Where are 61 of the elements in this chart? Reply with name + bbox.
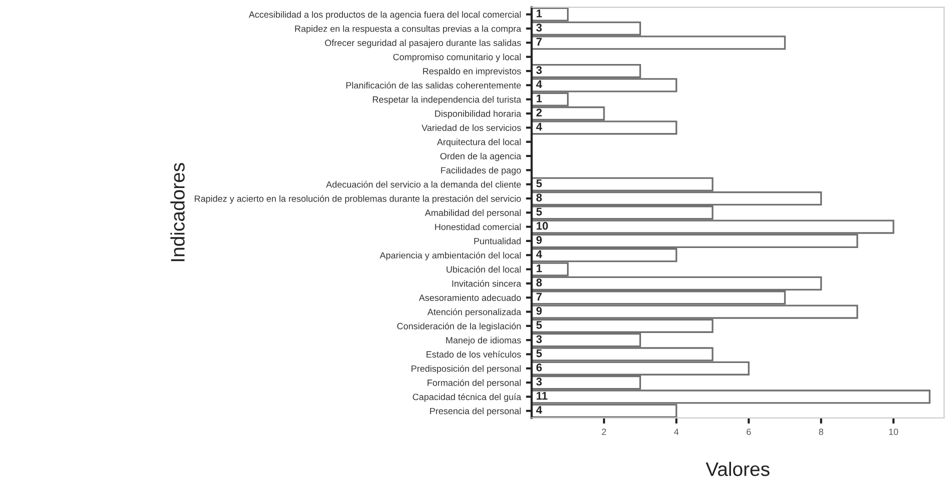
y-tick-label: Ofrecer seguridad al pasajero durante las salidas: [324, 39, 521, 48]
y-tick-label: Honestidad comercial: [435, 224, 521, 230]
data-label: 4: [536, 406, 542, 414]
y-tick-label: Ubicación del local: [446, 266, 521, 273]
data-label: 9: [536, 306, 542, 315]
data-label: 5: [536, 180, 542, 188]
y-tick-label: Respaldo en imprevistos: [423, 68, 521, 76]
y-tick-label: Manejo de idiomas: [446, 336, 521, 346]
data-label: 3: [536, 378, 542, 386]
data-label: 8: [536, 278, 542, 286]
x-tick-label: 6: [746, 428, 751, 436]
y-tick-label: Predisposición del personal: [412, 365, 521, 374]
data-label: 2: [536, 108, 542, 116]
y-tick-label: Apariencia y ambientación del local: [380, 252, 521, 260]
y-tick-label: Amabilidad del personal: [424, 209, 521, 218]
x-tick-label: 4: [674, 428, 679, 435]
data-label: 10: [536, 222, 548, 230]
data-label: 1: [536, 94, 542, 102]
y-axis-title: Indicadores: [170, 163, 185, 262]
data-label: 4: [536, 122, 542, 131]
data-label: 5: [536, 321, 542, 329]
x-tick-label: 8: [818, 428, 824, 436]
data-label: 5: [536, 349, 542, 358]
y-tick-label: Asesoramiento adecuado: [418, 294, 521, 301]
y-tick-label: Respetar la independencia del turista: [372, 96, 522, 104]
y-tick-label: Rapidez en la respuesta a consultas previas a la compra: [295, 25, 522, 34]
y-tick-label: Planificación de las salidas coherentemente: [346, 82, 521, 89]
y-tick-label: Adecuación del servicio a la demanda del cliente: [326, 180, 521, 188]
y-tick-label: Estado de los vehículos: [426, 350, 521, 358]
data-label: 1: [536, 10, 542, 18]
y-tick-label: Arquitectura del local: [436, 138, 521, 147]
data-label: 1: [536, 264, 542, 272]
data-label: 5: [536, 208, 542, 216]
data-label: 4: [536, 250, 542, 258]
y-tick-label: Capacidad técnica del guía: [412, 393, 522, 402]
y-tick-label: Atención personalizada: [427, 308, 522, 317]
x-axis-title: Valores: [706, 462, 770, 476]
data-label: 3: [536, 335, 542, 344]
x-tick-label: 2: [602, 428, 606, 435]
y-tick-label: Invitación sincera: [452, 280, 522, 287]
data-label: 7: [536, 38, 542, 46]
y-tick-label: Disponibilidad horaria: [435, 110, 522, 119]
y-tick-label: Puntualidad: [474, 238, 521, 244]
data-label: 11: [536, 392, 548, 400]
data-label: 7: [536, 292, 542, 300]
y-tick-label: Accesibilidad a los productos de la agencia fuera del local comercial: [248, 11, 521, 20]
data-label: 8: [536, 194, 542, 202]
y-tick-label: Presencia del personal: [430, 408, 521, 416]
data-label: 3: [536, 24, 542, 32]
data-label: 9: [536, 236, 542, 244]
data-label: 6: [536, 364, 542, 372]
y-tick-label: Variedad de los servicios: [422, 124, 521, 132]
y-tick-label: Rapidez y acierto en la resolución de problemas durante la prestación del servicio: [194, 195, 521, 204]
y-tick-label: Consideración de la legislación: [397, 322, 521, 332]
y-tick-label: Compromiso comunitario y local: [393, 54, 521, 62]
y-tick-label: Facilidades de pago: [441, 166, 521, 176]
y-tick-label: Formación del personal: [428, 379, 521, 388]
y-tick-label: Orden de la agencia: [440, 152, 522, 162]
data-label: 3: [536, 66, 542, 74]
x-tick-label: 10: [889, 428, 898, 436]
data-label: 4: [536, 80, 542, 88]
